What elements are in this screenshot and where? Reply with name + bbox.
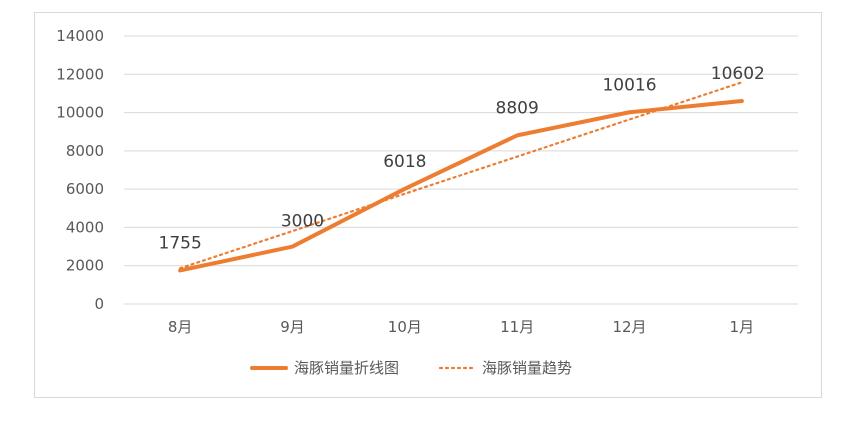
x-axis-ticks: 8月 9月 10月 11月 12月 1月 bbox=[168, 318, 754, 336]
y-tick-label: 12000 bbox=[56, 65, 104, 83]
y-tick-label: 10000 bbox=[56, 104, 104, 122]
x-tick-label: 12月 bbox=[612, 318, 646, 336]
data-label: 10602 bbox=[711, 64, 765, 84]
main-series-line bbox=[178, 99, 744, 273]
y-tick-label: 0 bbox=[94, 295, 104, 313]
x-tick-label: 11月 bbox=[500, 318, 534, 336]
x-tick-label: 8月 bbox=[168, 318, 193, 336]
legend-label: 海豚销量趋势 bbox=[482, 359, 572, 377]
y-tick-label: 2000 bbox=[66, 257, 104, 275]
data-label: 8809 bbox=[496, 98, 539, 118]
x-tick-label: 9月 bbox=[280, 318, 305, 336]
x-tick-label: 10月 bbox=[388, 318, 422, 336]
chart-frame bbox=[34, 12, 822, 398]
data-label: 3000 bbox=[281, 212, 324, 232]
y-tick-label: 14000 bbox=[56, 27, 104, 45]
y-tick-label: 4000 bbox=[66, 218, 104, 236]
trendline-series bbox=[179, 81, 743, 270]
x-tick-label: 1月 bbox=[730, 318, 755, 336]
y-tick-label: 6000 bbox=[66, 180, 104, 198]
data-labels: 1755 3000 6018 8809 10016 10602 bbox=[159, 64, 765, 253]
gridlines bbox=[124, 35, 798, 305]
data-label: 10016 bbox=[602, 75, 656, 95]
y-tick-label: 8000 bbox=[66, 142, 104, 160]
legend-label: 海豚销量折线图 bbox=[294, 359, 399, 377]
y-axis-ticks: 0 2000 4000 6000 8000 10000 12000 14000 bbox=[56, 27, 104, 313]
legend: 海豚销量折线图 海豚销量趋势 bbox=[250, 359, 572, 377]
data-label: 6018 bbox=[383, 152, 426, 172]
series-lines bbox=[178, 81, 744, 273]
data-label: 1755 bbox=[159, 233, 202, 253]
